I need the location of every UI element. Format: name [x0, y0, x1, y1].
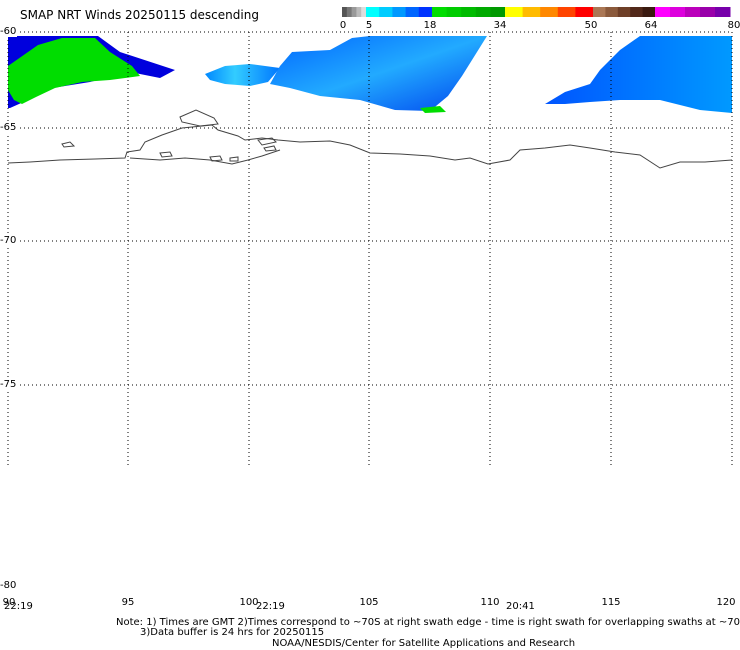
- coastline: [7, 109, 733, 169]
- colorbar-swatch: [522, 7, 541, 17]
- lat-label-65: -65: [0, 122, 18, 133]
- wind-swath-left-green: [8, 38, 140, 104]
- coastline-ice-edge: [129, 149, 281, 165]
- colorbar-swatch: [670, 7, 686, 17]
- lon-label-90: 90: [2, 597, 16, 608]
- wind-swath-center-green-tip: [420, 106, 446, 113]
- colorbar-swatch: [379, 7, 393, 17]
- colorbar-tick-label: 80: [727, 20, 740, 31]
- wind-swath-center: [270, 36, 487, 111]
- colorbar-swatch: [342, 7, 348, 17]
- colorbar-swatch: [392, 7, 407, 17]
- colorbar-swatch: [630, 7, 644, 17]
- wind-swaths: [8, 36, 732, 113]
- lat-label-60: -60: [0, 26, 18, 37]
- swath-time-3: 20:41: [506, 601, 535, 612]
- wind-swath-cyan: [205, 64, 280, 86]
- island-6: [209, 155, 223, 162]
- colorbar-swatch: [446, 7, 462, 17]
- coastline-main: [7, 124, 733, 169]
- island-5: [263, 145, 277, 152]
- colorbar-swatch: [593, 7, 606, 17]
- lon-label-105: 105: [359, 597, 379, 608]
- note-line-1: Note: 1) Times are GMT 2)Times correspon…: [116, 617, 740, 628]
- colorbar-swatch: [505, 7, 524, 17]
- colorbar-swatch: [361, 7, 367, 17]
- lon-label-100: 100: [239, 597, 259, 608]
- colorbar-swatch: [655, 7, 671, 17]
- note-line-2: 3)Data buffer is 24 hrs for 20250115: [140, 627, 325, 638]
- swath-time-1: 22:19: [4, 601, 33, 612]
- colorbar-tick-label: 34: [493, 20, 507, 31]
- island-7: [229, 156, 239, 162]
- colorbar-tick-label: 50: [584, 20, 598, 31]
- colorbar-swatch: [475, 7, 491, 17]
- colorbar-swatch: [418, 7, 433, 17]
- colorbar-swatch: [700, 7, 716, 17]
- colorbar-tick-label: 18: [423, 20, 437, 31]
- colorbar-swatch: [405, 7, 420, 17]
- swath-time-2: 22:19: [256, 601, 285, 612]
- colorbar-swatch: [575, 7, 594, 17]
- colorbar-swatch: [432, 7, 448, 17]
- lat-label-75: -75: [0, 379, 18, 390]
- colorbar-tick-label: 5: [365, 20, 373, 31]
- lon-label-110: 110: [480, 597, 500, 608]
- colorbar-swatch: [605, 7, 619, 17]
- wind-swath-right: [545, 36, 732, 113]
- island-1: [179, 109, 219, 127]
- graticule: [7, 31, 733, 465]
- colorbar-swatch: [346, 7, 353, 17]
- colorbar-swatch: [351, 7, 357, 17]
- lon-label-120: 120: [716, 597, 736, 608]
- note-line-3: NOAA/NESDIS/Center for Satellite Applica…: [272, 638, 576, 649]
- map-title: SMAP NRT Winds 20250115 descending: [20, 8, 259, 22]
- colorbar-swatch: [356, 7, 362, 17]
- colorbar-swatch: [642, 7, 656, 17]
- colorbar-swatch: [490, 7, 506, 17]
- lat-label-80: -80: [0, 580, 18, 591]
- island-3: [159, 151, 173, 158]
- colorbar-swatch: [715, 7, 731, 17]
- lon-label-95: 95: [121, 597, 135, 608]
- colorbar-swatch: [366, 7, 380, 17]
- colorbar-tick-label: 0: [339, 20, 347, 31]
- lon-label-115: 115: [601, 597, 621, 608]
- lat-label-70: -70: [0, 235, 18, 246]
- colorbar-swatch: [461, 7, 477, 17]
- colorbar-swatch: [540, 7, 559, 17]
- colorbar-swatch: [557, 7, 576, 17]
- island-4: [257, 137, 278, 146]
- colorbar-swatch: [685, 7, 701, 17]
- island-2: [61, 141, 76, 148]
- colorbar-swatch: [617, 7, 631, 17]
- colorbar: [342, 7, 731, 17]
- colorbar-tick-label: 64: [644, 20, 658, 31]
